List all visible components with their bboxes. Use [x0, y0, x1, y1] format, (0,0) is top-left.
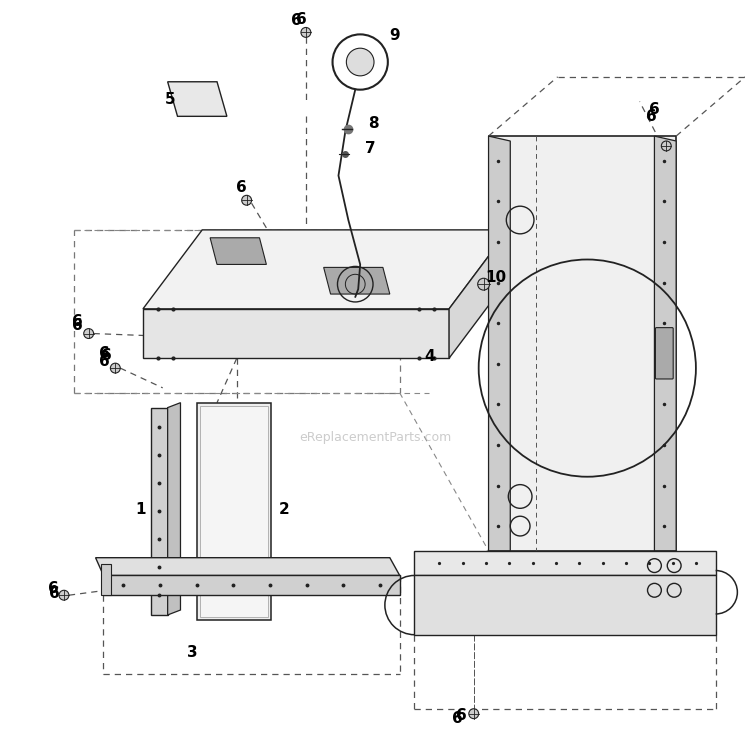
Circle shape — [478, 278, 490, 290]
Text: 6: 6 — [649, 102, 660, 117]
Polygon shape — [488, 136, 510, 550]
Text: 6: 6 — [101, 347, 112, 363]
Polygon shape — [101, 564, 111, 595]
Polygon shape — [415, 575, 716, 634]
Polygon shape — [143, 309, 449, 358]
FancyBboxPatch shape — [656, 328, 674, 379]
Circle shape — [662, 141, 671, 151]
Polygon shape — [200, 406, 268, 617]
Text: 9: 9 — [389, 28, 400, 43]
Text: 7: 7 — [364, 142, 376, 156]
Text: 10: 10 — [485, 270, 506, 285]
Text: 1: 1 — [136, 502, 146, 517]
Text: 6: 6 — [99, 354, 109, 369]
Polygon shape — [488, 136, 676, 550]
Polygon shape — [104, 575, 400, 595]
Polygon shape — [449, 230, 509, 358]
Circle shape — [84, 328, 94, 339]
Circle shape — [110, 363, 120, 373]
Polygon shape — [655, 136, 676, 550]
Text: 6: 6 — [73, 314, 83, 329]
Text: 5: 5 — [165, 92, 176, 107]
Text: 3: 3 — [187, 645, 198, 660]
Polygon shape — [151, 407, 168, 615]
Polygon shape — [143, 230, 509, 309]
Polygon shape — [415, 550, 716, 575]
Text: 6: 6 — [291, 13, 302, 28]
Polygon shape — [168, 403, 181, 615]
Polygon shape — [210, 238, 266, 264]
Circle shape — [469, 709, 478, 718]
Text: 8: 8 — [368, 116, 378, 131]
Text: 6: 6 — [49, 585, 59, 601]
Text: 6: 6 — [646, 109, 657, 124]
Circle shape — [301, 28, 310, 37]
Circle shape — [242, 196, 251, 205]
Text: 6: 6 — [296, 12, 306, 27]
Text: eReplacementParts.com: eReplacementParts.com — [298, 431, 452, 444]
Polygon shape — [197, 403, 272, 620]
Text: 2: 2 — [279, 502, 290, 517]
Circle shape — [59, 591, 69, 600]
Text: 6: 6 — [455, 708, 466, 723]
Text: 6: 6 — [48, 581, 58, 596]
Circle shape — [346, 48, 374, 76]
Text: 6: 6 — [73, 318, 83, 333]
Text: 6: 6 — [236, 180, 247, 195]
Text: 4: 4 — [424, 349, 434, 364]
Polygon shape — [95, 558, 400, 575]
Text: 6: 6 — [452, 711, 462, 726]
Text: 6: 6 — [99, 346, 109, 361]
Polygon shape — [324, 267, 390, 294]
Polygon shape — [168, 82, 227, 116]
